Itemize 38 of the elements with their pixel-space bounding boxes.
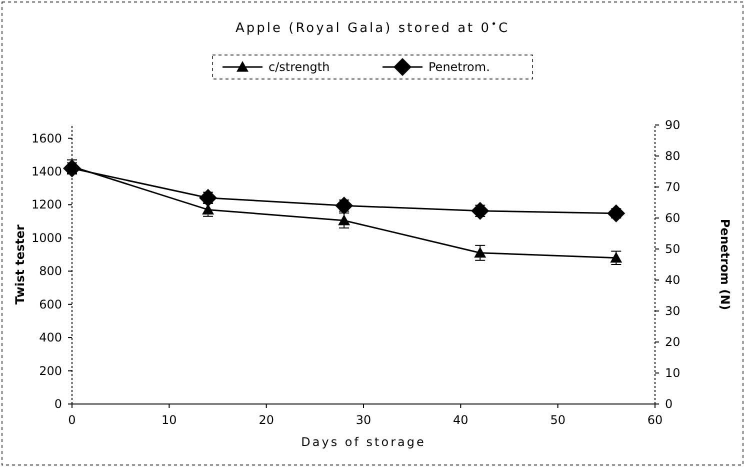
y2-tick-label: 60 [665,211,680,225]
y-tick-label: 1400 [31,164,62,178]
point [335,196,354,215]
y-tick-label: 1600 [31,131,62,146]
y-tick-label: 800 [39,264,62,278]
y-tick-label: 1000 [31,230,62,245]
x-axis-title: Days of storage [301,435,426,449]
chart-title: Apple (Royal Gala) stored at 0$^{•}$C [235,20,510,36]
y-axis-title: Twist tester [13,224,27,304]
point [471,202,490,220]
y2-tick-label: 70 [665,180,680,194]
y2-tick-label: 80 [665,149,680,163]
y2-axis-title: Penetrom (N) [718,218,732,310]
x-tick-label: 0 [68,413,76,427]
y2-tick-label: 10 [665,366,680,380]
point [338,214,350,226]
x-tick-label: 30 [356,413,372,427]
y-tick-label: 400 [39,330,62,345]
x-tick-label: 40 [453,413,468,427]
y-tick-label: 0 [54,397,62,411]
point [474,246,486,258]
x-tick-label: 10 [162,413,177,427]
y-tick-label: 1200 [31,198,62,212]
x-tick-label: 60 [647,413,663,427]
y2-tick-label: 30 [665,304,680,318]
legend-label: Penetrom. [428,60,490,74]
y-tick-label: 600 [39,297,62,312]
point [199,188,218,207]
legend-label: c/strength [268,60,330,74]
x-tick-label: 20 [258,413,274,427]
y2-tick-label: 90 [665,118,680,132]
y-tick-label: 200 [39,364,62,378]
x-tick-label: 50 [550,413,566,427]
y2-tick-label: 50 [665,242,680,256]
y2-tick-label: 20 [665,335,680,349]
y2-tick-label: 40 [665,273,680,287]
y2-tick-label: 0 [665,397,673,411]
point [607,204,626,222]
